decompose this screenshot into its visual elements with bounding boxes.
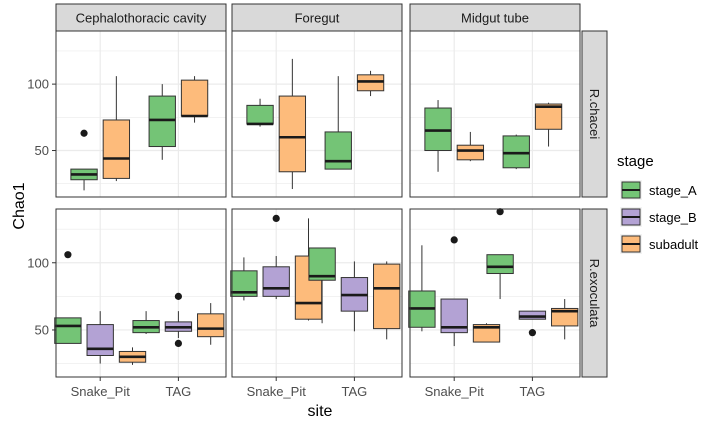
x-axis-title: site — [308, 403, 333, 420]
boxplot-Snake_Pit-stage_A — [408, 245, 436, 332]
strip-label-species: R.exoculata — [587, 259, 602, 328]
boxplot-Snake_Pit-subadult — [456, 131, 485, 162]
box-body — [551, 307, 579, 327]
box-body — [534, 103, 563, 130]
strip-label-species: R.chacei — [587, 89, 602, 140]
box-body — [308, 247, 336, 281]
boxplot-TAG-subadult — [551, 299, 579, 340]
strip-right — [581, 208, 608, 378]
boxplot-TAG-stage_B — [164, 292, 193, 347]
boxplot-Snake_Pit-stage_A — [54, 251, 82, 344]
panel-background — [410, 209, 580, 377]
frames-layer — [55, 30, 581, 378]
x-tick-label: Snake_Pit — [247, 384, 307, 399]
box-body — [356, 74, 385, 92]
y-axis-title: Chao1 — [11, 182, 28, 229]
boxplot-TAG-stage_A — [308, 247, 336, 324]
box-body — [518, 310, 547, 320]
x-tick-label: Snake_Pit — [71, 384, 131, 399]
outlier-point — [174, 339, 182, 347]
boxplot-TAG-stage_A — [324, 76, 352, 170]
box-body — [472, 324, 501, 343]
outlier-point — [496, 208, 504, 216]
legend-label: stage_A — [649, 183, 697, 198]
legend-item-stage_A: stage_A — [620, 180, 697, 200]
legend-title: stage — [617, 153, 654, 170]
outlier-point — [174, 292, 182, 300]
y-tick-label: 100 — [27, 255, 49, 270]
strips-layer: Cephalothoracic cavity Foregut Midgut tube… — [55, 3, 608, 378]
boxplot-Snake_Pit-stage_A — [70, 129, 98, 191]
strip-top — [231, 3, 403, 32]
box-body — [278, 95, 307, 173]
box-body — [456, 144, 485, 161]
outlier-point — [80, 129, 88, 137]
boxplot-TAG-subadult — [180, 76, 209, 123]
box-body — [486, 254, 514, 275]
x-tick-label: TAG — [166, 384, 192, 399]
boxplot-Snake_Pit-stage_B — [440, 236, 468, 347]
box-body — [180, 79, 209, 117]
panel-frame — [231, 208, 403, 378]
outlier-point — [450, 236, 458, 244]
boxplot-TAG-stage_B — [518, 310, 547, 337]
outlier-point — [64, 251, 72, 259]
axes-layer: 50 100 50 100 Snake_Pit TAG Snake_Pit TAG Snake_… — [27, 77, 545, 399]
boxplot-Snake_Pit-subadult — [118, 347, 147, 365]
box-body — [262, 266, 290, 297]
y-tick-label: 50 — [35, 143, 49, 158]
legend-label: subadult — [649, 237, 699, 252]
boxplot-TAG-stage_B — [340, 261, 369, 332]
box-body — [424, 107, 452, 152]
boxplot-TAG-subadult — [356, 70, 385, 97]
boxplot-Snake_Pit-stage_A — [246, 98, 274, 127]
boxplot-Snake_Pit-subadult — [278, 58, 307, 190]
box-body — [246, 104, 274, 125]
boxplot-Snake_Pit-subadult — [472, 323, 501, 343]
boxplot-TAG-stage_A — [502, 134, 530, 170]
outlier-point — [272, 214, 280, 223]
x-tick-label: TAG — [342, 384, 368, 399]
boxes-layer — [54, 58, 579, 365]
boxplot-TAG-stage_A — [486, 208, 514, 300]
box-body — [324, 131, 352, 170]
legend-label: stage_B — [649, 210, 697, 225]
legend-item-subadult: subadult — [620, 234, 699, 254]
strip-label-tissue: Foregut — [295, 11, 340, 26]
strip-top — [55, 3, 227, 32]
strip-label-tissue: Cephalothoracic cavity — [76, 11, 207, 26]
legend: stage stage_A stage_B subadult — [617, 153, 699, 254]
x-tick-label: Snake_Pit — [425, 384, 485, 399]
boxplot-Snake_Pit-stage_A — [424, 100, 452, 172]
strip-right — [581, 30, 608, 198]
boxplot-Snake_Pit-stage_B — [86, 311, 114, 364]
legend-item-stage_B: stage_B — [620, 207, 697, 227]
y-tick-label: 50 — [35, 322, 49, 337]
boxplot-Snake_Pit-stage_B — [262, 214, 290, 300]
panel-frame — [409, 208, 581, 378]
grid-layer — [56, 31, 580, 377]
outlier-point — [528, 329, 537, 337]
boxplot-Snake_Pit-stage_A — [230, 257, 258, 301]
x-tick-label: TAG — [520, 384, 546, 399]
boxplot-TAG-stage_A — [132, 311, 160, 334]
box-body — [502, 135, 530, 169]
boxplot-TAG-subadult — [534, 102, 563, 147]
box-body — [373, 263, 401, 330]
panel-background — [56, 209, 226, 377]
strip-label-tissue: Midgut tube — [461, 11, 529, 26]
strip-top — [409, 3, 581, 32]
y-tick-label: 100 — [27, 77, 49, 92]
boxplot-TAG-subadult — [373, 261, 401, 340]
boxplot-TAG-subadult — [197, 303, 225, 345]
box-body — [54, 317, 82, 344]
box-body — [148, 95, 176, 148]
panel-frame — [55, 208, 227, 378]
box-body — [102, 119, 131, 179]
boxplot-Snake_Pit-subadult — [102, 76, 131, 182]
box-body — [86, 324, 114, 356]
boxplot-TAG-stage_A — [148, 84, 176, 160]
box-body — [197, 313, 225, 338]
